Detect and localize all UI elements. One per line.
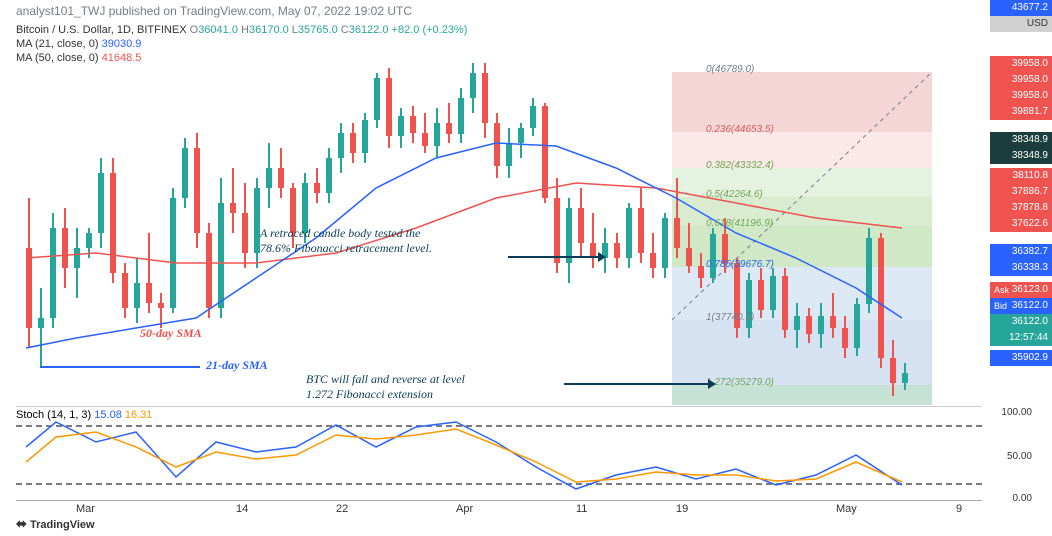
price-tag: 37878.8 xyxy=(990,200,1052,216)
time-tick: Mar xyxy=(76,503,95,515)
price-tag: 39958.0 xyxy=(990,72,1052,88)
stoch-scale-label: 50.00 xyxy=(1007,451,1032,462)
price-tag: 39881.7 xyxy=(990,104,1052,120)
price-tag: 36122.0 xyxy=(990,314,1052,330)
stoch-panel[interactable]: Stoch (14, 1, 3) 15.08 16.31 100.0050.00… xyxy=(16,406,982,498)
time-tick: 9 xyxy=(956,503,962,515)
arrow-1 xyxy=(508,256,600,258)
price-tag: 39958.0 xyxy=(990,56,1052,72)
time-tick: 19 xyxy=(676,503,688,515)
stoch-scale-label: 100.00 xyxy=(1001,407,1032,418)
fib-level-label: 1.272(35279.0) xyxy=(706,377,774,388)
price-tag: 38110.8 xyxy=(990,168,1052,184)
stoch-scale-label: 0.00 xyxy=(1013,493,1032,504)
fib-zone xyxy=(672,72,932,132)
sma50-label: 50-day SMA xyxy=(140,326,202,341)
bid-tag: Bid36122.0 xyxy=(990,298,1052,314)
fib-level-label: 0.236(44653.5) xyxy=(706,124,774,135)
time-tick: 22 xyxy=(336,503,348,515)
symbol-row: Bitcoin / U.S. Dollar, 1D, BITFINEX O360… xyxy=(16,24,467,36)
fib-level-label: 0.786(39676.7) xyxy=(706,259,774,270)
annotation-2: BTC will fall and reverse at level 1.272… xyxy=(306,372,465,402)
fib-level-label: 1(37740.3) xyxy=(706,312,754,323)
price-tag: 35902.9 xyxy=(990,350,1052,366)
price-tag: 38348.9 xyxy=(990,148,1052,164)
time-tick: 14 xyxy=(236,503,248,515)
annotation-1: A retraced candle body tested the 78.6% … xyxy=(260,226,432,256)
price-tag: 36382.7 xyxy=(990,244,1052,260)
price-tag: 37886.7 xyxy=(990,184,1052,200)
fib-level-label: 0(46789.0) xyxy=(706,64,754,75)
fib-level-label: 0.382(43332.4) xyxy=(706,160,774,171)
time-tick: Apr xyxy=(456,503,473,515)
support-line xyxy=(40,366,200,368)
tradingview-logo: ⬌ TradingView xyxy=(16,516,95,532)
price-tag: 12:57:44 xyxy=(990,330,1052,346)
chart-header: analyst101_TWJ published on TradingView.… xyxy=(16,4,412,18)
time-axis[interactable]: Mar 14 22 Apr 11 19 May 9 xyxy=(16,500,982,516)
price-tag: 36338.3 xyxy=(990,260,1052,276)
fib-level-label: 0.618(41196.9) xyxy=(706,218,773,229)
ask-tag: Ask36123.0 xyxy=(990,282,1052,298)
ma21-row: MA (21, close, 0) 39030.9 xyxy=(16,38,141,50)
price-tag: 38348.9 xyxy=(990,132,1052,148)
currency-badge[interactable]: USD xyxy=(990,16,1052,32)
time-tick: 11 xyxy=(576,503,587,515)
arrow-2 xyxy=(564,383,710,385)
time-tick: May xyxy=(836,503,857,515)
price-tag: 39958.0 xyxy=(990,88,1052,104)
price-tag: 37622.6 xyxy=(990,216,1052,232)
fib-level-label: 0.5(42264.6) xyxy=(706,189,763,200)
price-tag: 43677.2 xyxy=(990,0,1052,16)
main-chart[interactable]: 0(46789.0) 0.236(44653.5) 0.382(43332.4) 0.… xyxy=(16,58,982,394)
sma21-label: 21-day SMA xyxy=(206,358,268,373)
